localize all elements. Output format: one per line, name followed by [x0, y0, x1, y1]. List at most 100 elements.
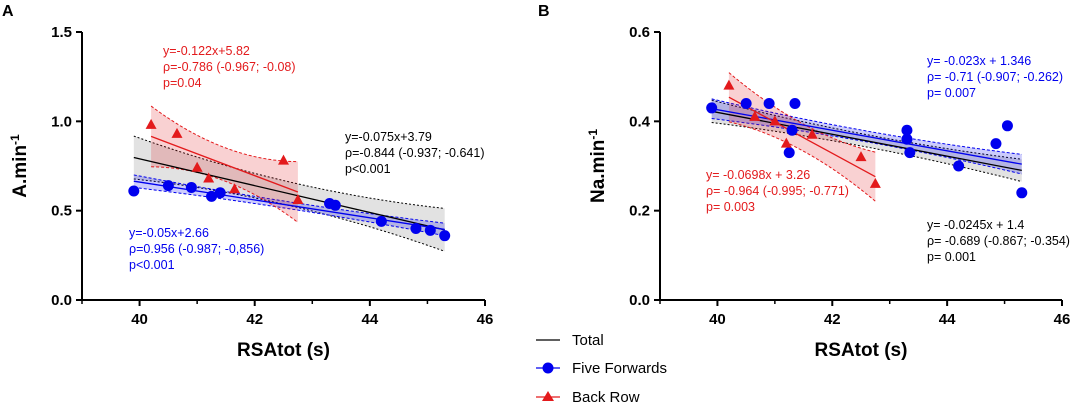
data-point-five	[439, 230, 451, 242]
data-point-five	[424, 224, 436, 236]
confidence-lower-five	[711, 118, 1022, 175]
annotation-a-five: y=-0.05x+2.66 ρ=0.956 (-0.987; -0,856) p…	[129, 226, 264, 272]
annotation-b-back-p: p= 0.003	[706, 200, 755, 214]
panel-letter-b: B	[538, 3, 550, 20]
annotation-a-back: y=-0.122x+5.82 ρ=-0.786 (-0.967; -0.08) …	[163, 44, 296, 90]
y-axis-title: A.min-1	[8, 134, 31, 198]
chart-panel-b: 0.0 0.2 0.4 0.6 40 42 44 46 RSAtot (s) Na.min-1	[586, 24, 1070, 361]
data-point-back	[145, 118, 157, 129]
y-tick-label: 0.5	[51, 203, 72, 220]
data-point-five	[214, 187, 226, 199]
legend-label-total: Total	[572, 332, 604, 349]
confidence-upper-five	[133, 174, 445, 224]
annotation-b-back-eq: y= -0.0698x + 3.26	[706, 168, 810, 182]
fit-line-back	[150, 135, 299, 193]
y-tick-label: 1.0	[51, 113, 72, 130]
legend-item-five: Five Forwards	[536, 360, 667, 377]
data-point-back	[869, 177, 881, 188]
data-point-five	[128, 185, 140, 197]
annotation-b-five: y= -0.023x + 1.346 ρ= -0.71 (-0.907; -0.…	[927, 54, 1063, 100]
data-point-back	[292, 193, 304, 204]
annotation-b-total-rho: ρ= -0.689 (-0.867; -0.354)	[927, 234, 1070, 248]
legend-label-five: Five Forwards	[572, 360, 667, 377]
annotation-a-five-eq: y=-0.05x+2.66	[129, 226, 209, 240]
annotation-a-total-p: p<0.001	[345, 162, 391, 176]
y-axis-title: Na.min-1	[586, 129, 609, 203]
confidence-upper-total	[711, 99, 1022, 160]
annotation-b-back-rho: ρ= -0.964 (-0.995; -0.771)	[706, 184, 849, 198]
x-tick-label: 46	[1054, 311, 1071, 328]
data-point-five	[206, 190, 218, 202]
annotation-b-five-eq: y= -0.023x + 1.346	[927, 54, 1031, 68]
x-tick-label: 42	[246, 311, 263, 328]
data-point-back	[278, 154, 289, 165]
fit-line-five	[711, 108, 1022, 165]
data-point-back	[203, 172, 215, 183]
data-point-back	[723, 79, 735, 90]
confidence-lower-back	[728, 121, 876, 202]
data-point-five	[789, 97, 801, 109]
fit-line-total	[133, 156, 445, 231]
x-axis-title: RSAtot (s)	[237, 340, 330, 361]
data-point-five	[786, 124, 798, 136]
legend-swatch-marker-back	[542, 391, 554, 401]
annotation-b-total-eq: y= -0.0245x + 1.4	[927, 218, 1024, 232]
annotation-a-total-eq: y=-0.075x+3.79	[345, 130, 432, 144]
data-point-five	[901, 124, 913, 136]
data-point-five	[410, 223, 422, 235]
legend-item-back: Back Row	[536, 389, 640, 406]
data-point-five	[904, 147, 916, 159]
annotation-b-five-p: p= 0.007	[927, 86, 976, 100]
data-point-five	[162, 180, 174, 192]
data-point-five	[706, 102, 718, 114]
data-point-back	[780, 137, 792, 148]
data-point-five	[953, 160, 965, 172]
data-point-five	[901, 133, 913, 145]
data-point-five	[990, 138, 1002, 150]
legend-swatch-marker-five	[542, 362, 554, 374]
data-point-five	[763, 97, 775, 109]
y-tick-label: 0.0	[51, 292, 72, 309]
annotation-b-five-rho: ρ= -0.71 (-0.907; -0.262)	[927, 70, 1063, 84]
confidence-lower-total	[711, 121, 1022, 183]
x-tick-label: 44	[362, 311, 379, 328]
x-axis-title: RSAtot (s)	[815, 340, 908, 361]
fit-line-total	[711, 110, 1022, 172]
annotation-b-back: y= -0.0698x + 3.26 ρ= -0.964 (-0.995; -0…	[706, 168, 849, 214]
x-tick-label: 46	[477, 311, 494, 328]
annotation-a-back-p: p=0.04	[163, 76, 202, 90]
data-point-back	[171, 127, 183, 138]
legend: Total Five Forwards Back Row	[536, 332, 667, 406]
data-point-back	[806, 128, 818, 139]
y-tick-label: 0.0	[629, 292, 650, 309]
confidence-upper-back	[728, 72, 876, 153]
data-point-five	[1001, 120, 1013, 132]
data-point-back	[769, 115, 781, 126]
annotation-a-back-eq: y=-0.122x+5.82	[163, 44, 250, 58]
y-tick-label: 1.5	[51, 24, 72, 41]
confidence-upper-five	[711, 98, 1022, 155]
x-tick-label: 40	[131, 311, 148, 328]
annotation-a-five-p: p<0.001	[129, 258, 175, 272]
data-point-five	[185, 181, 197, 193]
annotation-b-total-p: p= 0.001	[927, 250, 976, 264]
annotation-a-total-rho: ρ=-0.844 (-0.937; -0.641)	[345, 146, 484, 160]
data-point-five	[740, 97, 752, 109]
x-tick-label: 42	[824, 311, 841, 328]
data-point-five	[1016, 187, 1028, 199]
data-point-back	[855, 151, 867, 162]
data-point-five	[375, 215, 387, 227]
legend-label-back: Back Row	[572, 389, 640, 406]
data-point-five	[329, 199, 341, 211]
y-tick-label: 0.6	[629, 24, 650, 41]
confidence-lower-back	[151, 166, 299, 223]
annotation-b-total: y= -0.0245x + 1.4 ρ= -0.689 (-0.867; -0.…	[927, 218, 1070, 264]
annotation-a-back-rho: ρ=-0.786 (-0.967; -0.08)	[163, 60, 296, 74]
y-tick-label: 0.2	[629, 203, 650, 220]
panel-letter-a: A	[2, 3, 14, 20]
data-point-five	[783, 147, 795, 159]
legend-item-total: Total	[536, 332, 604, 349]
y-tick-label: 0.4	[629, 113, 651, 130]
data-point-back	[191, 161, 203, 172]
